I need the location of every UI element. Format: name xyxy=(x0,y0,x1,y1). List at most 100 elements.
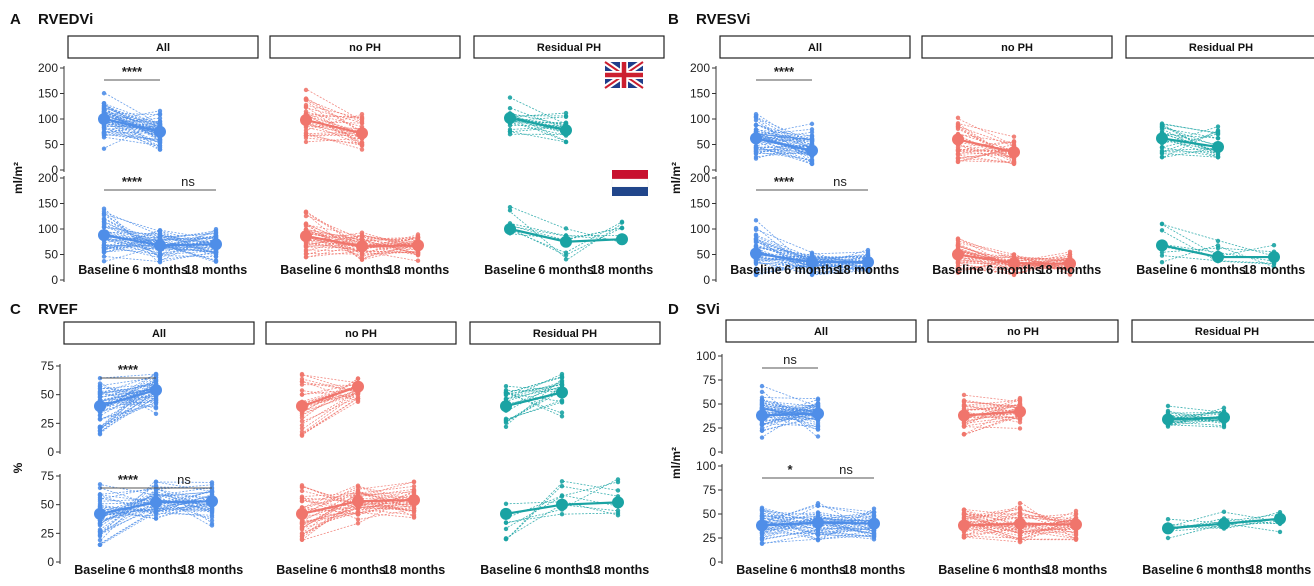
trajectory-line xyxy=(102,112,161,127)
data-point xyxy=(1215,245,1221,251)
trajectory-line xyxy=(103,232,216,251)
data-point xyxy=(303,109,309,114)
trajectory-line xyxy=(100,501,211,519)
mean-line xyxy=(305,118,363,135)
trajectory-line xyxy=(1168,417,1223,423)
data-point xyxy=(97,431,103,436)
data-point xyxy=(809,161,815,167)
series-residual-ph xyxy=(1156,221,1280,269)
panel-letter: D xyxy=(668,301,679,318)
trajectory-line xyxy=(1163,126,1217,147)
x-tick-label: Baseline xyxy=(480,563,531,577)
y-tick-label: 150 xyxy=(38,87,58,101)
data-point xyxy=(355,521,361,526)
mean-point xyxy=(952,133,964,146)
mean-point xyxy=(1064,257,1076,270)
y-tick-label: 75 xyxy=(41,359,55,373)
trajectory-line xyxy=(754,132,813,143)
trajectory-line xyxy=(509,97,566,125)
facet-strip xyxy=(719,35,911,59)
mean-point xyxy=(1008,146,1020,159)
trajectory-line xyxy=(104,115,160,130)
trajectory-line xyxy=(105,244,215,263)
trajectory-line xyxy=(307,241,419,254)
data-point xyxy=(97,386,103,392)
trajectory-line xyxy=(962,403,1022,419)
data-point xyxy=(753,218,759,223)
data-point xyxy=(815,503,821,509)
trajectory-line xyxy=(761,509,874,540)
trajectory-line xyxy=(306,99,364,134)
data-point xyxy=(809,121,815,127)
series-all xyxy=(756,383,824,440)
trajectory-line xyxy=(100,502,212,546)
trajectory-line xyxy=(959,150,1013,153)
trajectory-line xyxy=(101,488,211,510)
trajectory-line xyxy=(965,404,1019,411)
facet-strip xyxy=(921,35,1113,59)
trajectory-line xyxy=(101,102,160,138)
trajectory-line xyxy=(1166,410,1224,421)
trajectory-line xyxy=(306,104,361,119)
data-point xyxy=(809,136,815,142)
data-point xyxy=(559,483,565,489)
data-point xyxy=(299,520,305,526)
trajectory-line xyxy=(1166,518,1279,529)
trajectory-line xyxy=(1163,147,1220,158)
trajectory-line xyxy=(100,501,214,520)
data-point xyxy=(303,247,309,253)
data-point xyxy=(157,119,163,124)
trajectory-line xyxy=(755,135,813,145)
data-point xyxy=(815,528,821,533)
trajectory-line xyxy=(957,144,1013,165)
data-point xyxy=(1017,510,1023,516)
trajectory-line xyxy=(300,381,359,392)
data-point xyxy=(97,521,103,527)
data-point xyxy=(213,259,219,264)
trajectory-line xyxy=(760,409,818,415)
y-tick-label: 0 xyxy=(51,163,58,177)
y-tick-label: 75 xyxy=(703,373,717,387)
trajectory-line xyxy=(105,244,217,262)
trajectory-line xyxy=(757,141,813,165)
trajectory-line xyxy=(504,381,563,400)
data-point xyxy=(359,142,365,147)
data-point xyxy=(503,389,509,394)
trajectory-line xyxy=(99,395,158,405)
mean-point xyxy=(300,114,312,127)
trajectory-line xyxy=(104,119,162,138)
data-point xyxy=(865,247,871,253)
x-tick-label: Baseline xyxy=(730,263,781,277)
data-point xyxy=(955,267,961,272)
data-point xyxy=(753,239,759,244)
x-tick-label: 6 months xyxy=(1190,263,1246,277)
y-tick-label: 0 xyxy=(47,555,54,569)
data-point xyxy=(101,213,107,218)
trajectory-line xyxy=(763,511,874,536)
data-point xyxy=(359,117,365,122)
trajectory-line xyxy=(760,510,875,517)
data-point xyxy=(355,396,361,401)
trajectory-line xyxy=(965,412,1021,420)
data-point xyxy=(1159,145,1165,150)
trajectory-line xyxy=(1162,133,1217,148)
data-point xyxy=(809,252,815,258)
trajectory-line xyxy=(302,491,413,508)
mean-line xyxy=(1161,137,1219,149)
panel-letter: C xyxy=(10,301,21,318)
data-point xyxy=(355,483,361,488)
trajectory-line xyxy=(760,414,819,430)
trajectory-line xyxy=(964,413,1022,416)
nl-flag-white xyxy=(611,178,649,188)
data-point xyxy=(759,540,765,546)
significance-label: **** xyxy=(774,64,795,79)
data-point xyxy=(1017,402,1023,407)
trajectory-line xyxy=(1161,153,1220,158)
data-point xyxy=(759,422,765,427)
data-point xyxy=(753,268,759,273)
trajectory-line xyxy=(1161,147,1220,151)
series-no-ph xyxy=(958,392,1026,437)
trajectory-line xyxy=(505,383,561,402)
trajectory-line xyxy=(304,113,363,131)
data-point xyxy=(411,484,417,489)
